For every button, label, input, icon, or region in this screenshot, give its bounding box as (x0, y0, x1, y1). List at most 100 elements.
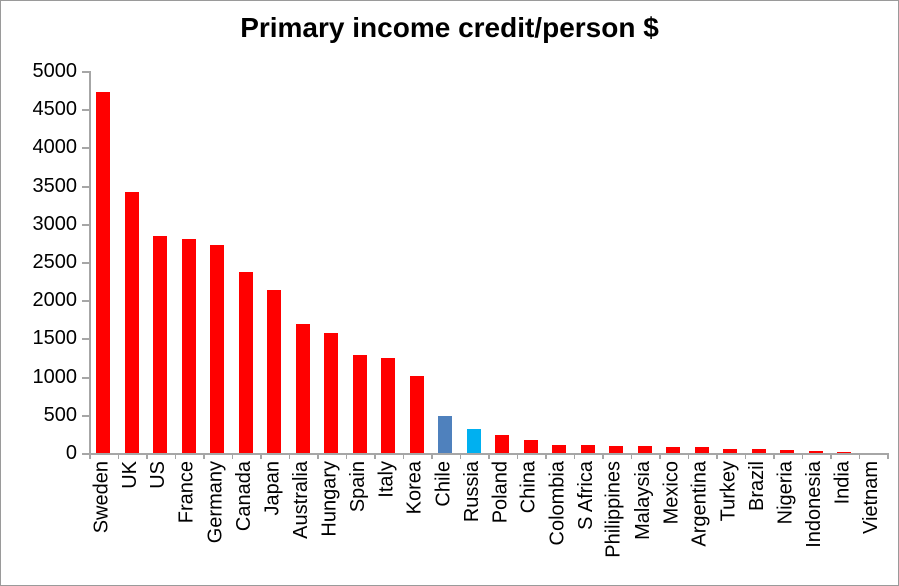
x-tick (288, 453, 290, 459)
x-tick (744, 453, 746, 459)
bar-mexico (666, 446, 681, 453)
bar-italy (381, 358, 396, 453)
x-label-russia: Russia (460, 461, 483, 523)
y-label-4000: 4000 (32, 136, 78, 158)
y-tick (82, 300, 89, 302)
x-label-us: US (147, 461, 170, 489)
bar-malaysia (637, 446, 652, 453)
bar-korea (409, 375, 424, 453)
x-label-philippines: Philippines (603, 461, 626, 558)
x-tick (317, 453, 319, 459)
x-tick (260, 453, 262, 459)
bar-france (181, 238, 196, 453)
y-tick (82, 71, 89, 73)
x-tick (146, 453, 148, 459)
bar-colombia (552, 445, 567, 453)
x-tick (801, 453, 803, 459)
bar-brazil (751, 449, 766, 453)
y-tick (82, 338, 89, 340)
x-label-colombia: Colombia (546, 461, 569, 546)
x-label-chile: Chile (432, 461, 455, 507)
x-tick (602, 453, 604, 459)
bar-indonesia (808, 451, 823, 453)
x-label-malaysia: Malaysia (631, 461, 654, 540)
x-label-indonesia: Indonesia (802, 461, 825, 548)
x-tick (117, 453, 119, 459)
x-label-germany: Germany (204, 461, 227, 544)
y-label-4500: 4500 (32, 98, 78, 120)
x-label-s-africa: S Africa (574, 461, 597, 530)
x-label-nigeria: Nigeria (774, 461, 797, 525)
x-label-poland: Poland (489, 461, 512, 524)
x-label-uk: UK (118, 461, 141, 489)
bar-spain (352, 354, 367, 453)
x-label-argentina: Argentina (688, 461, 711, 547)
y-tick (82, 453, 89, 455)
y-tick (82, 186, 89, 188)
x-tick (687, 453, 689, 459)
bar-chile (438, 415, 453, 453)
bar-sweden (96, 92, 111, 453)
x-tick (830, 453, 832, 459)
x-tick (659, 453, 661, 459)
y-label-5000: 5000 (32, 60, 78, 82)
bar-germany (210, 245, 225, 453)
x-label-spain: Spain (346, 461, 369, 513)
x-tick (545, 453, 547, 459)
bar-india (837, 452, 852, 453)
bar-nigeria (780, 449, 795, 453)
bar-turkey (723, 448, 738, 453)
y-label-0: 0 (65, 442, 77, 464)
y-tick (82, 415, 89, 417)
y-label-500: 500 (43, 404, 77, 426)
bar-argentina (694, 447, 709, 453)
bar-china (523, 439, 538, 453)
y-tick (82, 377, 89, 379)
x-tick (174, 453, 176, 459)
x-tick (345, 453, 347, 459)
x-tick (231, 453, 233, 459)
x-label-brazil: Brazil (745, 461, 768, 512)
x-tick (630, 453, 632, 459)
x-label-france: France (175, 461, 198, 524)
y-label-2000: 2000 (32, 289, 78, 311)
x-tick (773, 453, 775, 459)
bar-philippines (609, 445, 624, 453)
bar-japan (267, 289, 282, 453)
x-tick (858, 453, 860, 459)
x-tick (516, 453, 518, 459)
chart-title: Primary income credit/person $ (240, 12, 659, 43)
x-label-sweden: Sweden (90, 461, 113, 534)
x-label-australia: Australia (289, 461, 312, 539)
bar-poland (495, 435, 510, 453)
bar-us (153, 235, 168, 453)
x-tick (573, 453, 575, 459)
y-label-3500: 3500 (32, 175, 78, 197)
x-tick (89, 453, 91, 459)
x-tick (459, 453, 461, 459)
bar-australia (295, 324, 310, 453)
y-tick (82, 109, 89, 111)
bar-uk (124, 191, 139, 453)
y-tick (82, 262, 89, 264)
x-label-mexico: Mexico (660, 461, 683, 525)
y-tick (82, 147, 89, 149)
x-label-india: India (831, 461, 854, 505)
x-label-vietnam: Vietnam (859, 461, 882, 535)
y-label-3000: 3000 (32, 213, 78, 235)
y-label-2500: 2500 (32, 251, 78, 273)
x-tick (488, 453, 490, 459)
x-tick (431, 453, 433, 459)
bar-russia (466, 428, 481, 453)
x-label-korea: Korea (403, 461, 426, 515)
x-label-china: China (517, 461, 540, 514)
x-label-canada: Canada (232, 461, 255, 532)
x-tick (716, 453, 718, 459)
x-tick (374, 453, 376, 459)
y-label-1500: 1500 (32, 327, 78, 349)
x-tick (887, 453, 889, 459)
x-label-hungary: Hungary (318, 461, 341, 537)
bar-canada (238, 271, 253, 453)
x-tick (203, 453, 205, 459)
